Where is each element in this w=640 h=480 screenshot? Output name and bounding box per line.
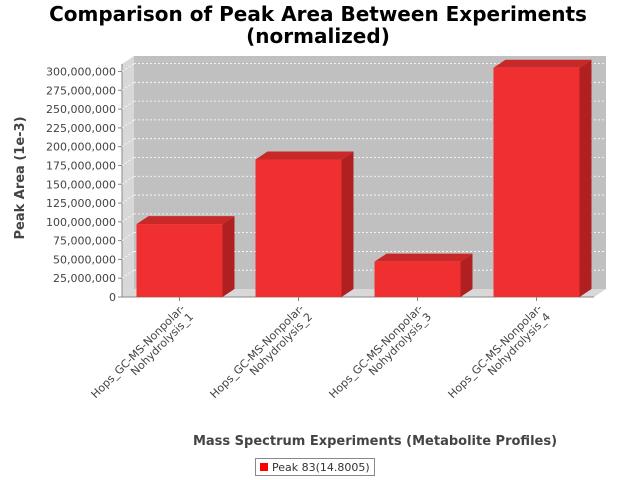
legend-label: Peak 83(14.8005) [272,460,370,474]
gridline-wall [121,194,135,204]
x-tick-label: Hops_GC-MS-Nonpolar-Nohydrolysis_2 [208,302,316,410]
y-tick-label: 25,000,000 [53,272,116,285]
x-tick-label: Hops_GC-MS-Nonpolar-Nohydrolysis_3 [327,302,435,410]
chart-subtitle: (normalized) [246,24,390,48]
gridline-wall [121,175,135,185]
bar-front [136,224,223,297]
bar [255,151,354,297]
bar-front [255,159,342,297]
y-tick-label: 50,000,000 [53,253,116,266]
bar-side [460,253,473,297]
legend-swatch [260,463,268,471]
y-tick-label: 75,000,000 [53,235,116,248]
x-tick-label-line: Hops_GC-MS-Nonpolar- [327,302,426,401]
x-tick-label-line: Hops_GC-MS-Nonpolar- [89,302,188,401]
plot-left-wall [122,56,134,297]
bar-front [493,67,580,298]
bar-side [222,216,235,297]
x-tick-label: Hops_GC-MS-Nonpolar-Nohydrolysis_1 [89,302,197,410]
y-tick-label: 275,000,000 [46,84,116,97]
y-tick-label: 0 [109,291,116,304]
x-axis-ticks: Hops_GC-MS-Nonpolar-Nohydrolysis_1 Hops_G… [89,297,554,410]
chart-title: Comparison of Peak Area Between Experime… [49,2,587,26]
bar [136,216,235,297]
y-axis-ticks: 0 25,000,000 50,000,000 75,000,000 100,000,0… [46,66,122,304]
gridline-wall [121,119,135,129]
bar [493,59,592,298]
bar-top [493,59,592,68]
y-tick-label: 150,000,000 [46,178,116,191]
gridline-wall [121,251,135,260]
gridline-wall [121,269,135,279]
bar-top [136,216,235,225]
plot-floor [122,289,606,297]
bar-front [374,261,461,297]
x-tick-label-line: Hops_GC-MS-Nonpolar- [446,302,545,401]
x-tick-label: Hops_GC-MS-Nonpolar-Nohydrolysis_4 [446,302,554,410]
bar-side [341,151,354,297]
bar-top [374,253,473,262]
gridline-wall [121,81,135,91]
gridline-wall [121,157,135,166]
gridline-wall [121,138,135,148]
gridline-wall [121,232,135,241]
y-tick-label: 300,000,000 [46,66,116,79]
bar-top [255,151,354,160]
gridline-wall [121,213,135,223]
y-tick-label: 200,000,000 [46,141,116,154]
gridline-wall [121,63,135,72]
y-axis-label: Peak Area (1e-3) [13,116,28,239]
bar [374,253,473,297]
gridline-wall [121,100,135,110]
y-tick-label: 250,000,000 [46,103,116,116]
y-tick-label: 125,000,000 [46,197,116,210]
y-tick-label: 175,000,000 [46,159,116,172]
x-tick-label-line: Hops_GC-MS-Nonpolar- [208,302,307,401]
y-tick-label: 100,000,000 [46,216,116,229]
bar-side [579,59,592,298]
bars [136,59,592,298]
x-axis-label: Mass Spectrum Experiments (Metabolite Pr… [193,434,557,449]
y-tick-label: 225,000,000 [46,122,116,135]
legend: Peak 83(14.8005) [255,458,375,476]
